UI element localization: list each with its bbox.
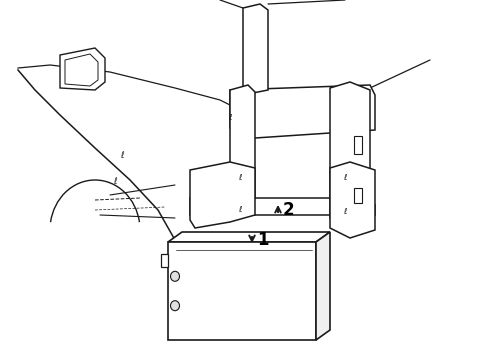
Polygon shape	[330, 82, 370, 225]
Text: ℓ: ℓ	[238, 206, 242, 215]
Text: ℓ: ℓ	[120, 150, 124, 159]
Polygon shape	[65, 54, 98, 86]
Text: ℓ: ℓ	[113, 177, 117, 186]
Polygon shape	[330, 162, 375, 238]
Text: 1: 1	[257, 231, 269, 249]
Polygon shape	[190, 198, 375, 215]
Bar	[354, 188, 362, 203]
Polygon shape	[190, 162, 255, 228]
Polygon shape	[243, 4, 268, 95]
Text: 2: 2	[283, 201, 294, 219]
Polygon shape	[316, 232, 330, 340]
Polygon shape	[230, 85, 255, 198]
Polygon shape	[60, 48, 105, 90]
Text: ℓ: ℓ	[238, 174, 242, 183]
Bar	[354, 136, 362, 154]
Polygon shape	[168, 232, 330, 242]
Polygon shape	[230, 85, 375, 138]
Text: ℓ: ℓ	[343, 174, 347, 183]
Polygon shape	[168, 242, 316, 340]
Ellipse shape	[171, 271, 179, 281]
Ellipse shape	[171, 301, 179, 311]
Text: ℓ: ℓ	[343, 207, 347, 216]
Text: ℓ: ℓ	[228, 113, 232, 122]
Polygon shape	[161, 254, 168, 267]
